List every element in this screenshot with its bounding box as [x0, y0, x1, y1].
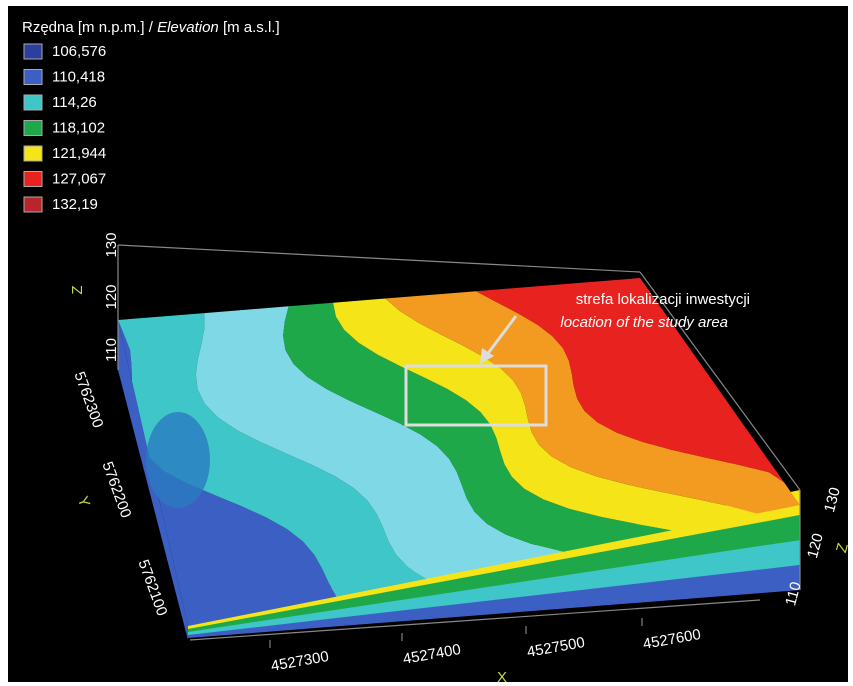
z-left-tick-label: 130: [103, 232, 120, 257]
legend-title-pl: Rzędna [m n.p.m.] /: [22, 19, 154, 36]
legend-label: 118,102: [52, 119, 105, 136]
legend-swatch: [24, 172, 42, 187]
legend-swatch: [24, 146, 42, 161]
legend-label: 132,19: [52, 196, 98, 213]
figure: strefa lokalizacji inwestycji location o…: [0, 0, 853, 686]
legend-swatch: [24, 44, 42, 59]
z-left-axis-label: Z: [69, 285, 86, 294]
legend-label: 121,944: [52, 145, 106, 162]
depression: [146, 412, 210, 508]
legend-swatch: [24, 70, 42, 85]
legend-label: 110,418: [52, 68, 105, 85]
legend-title-en: Elevation: [157, 19, 219, 36]
legend-swatch: [24, 197, 42, 212]
legend-title-unit: [m a.s.l.]: [223, 19, 280, 36]
legend-swatch: [24, 95, 42, 110]
legend-label: 114,26: [52, 94, 97, 111]
legend-label: 106,576: [52, 43, 106, 60]
annotation-en: location of the study area: [560, 314, 728, 331]
annotation-pl: strefa lokalizacji inwestycji: [576, 291, 750, 308]
z-left-tick-label: 120: [103, 284, 120, 309]
legend-swatch: [24, 121, 42, 136]
x-axis-label: X: [497, 669, 507, 686]
legend-label: 127,067: [52, 170, 106, 187]
legend-title: Rzędna [m n.p.m.] / Elevation [m a.s.l.]: [22, 19, 280, 36]
z-left-tick-label: 110: [103, 338, 120, 362]
